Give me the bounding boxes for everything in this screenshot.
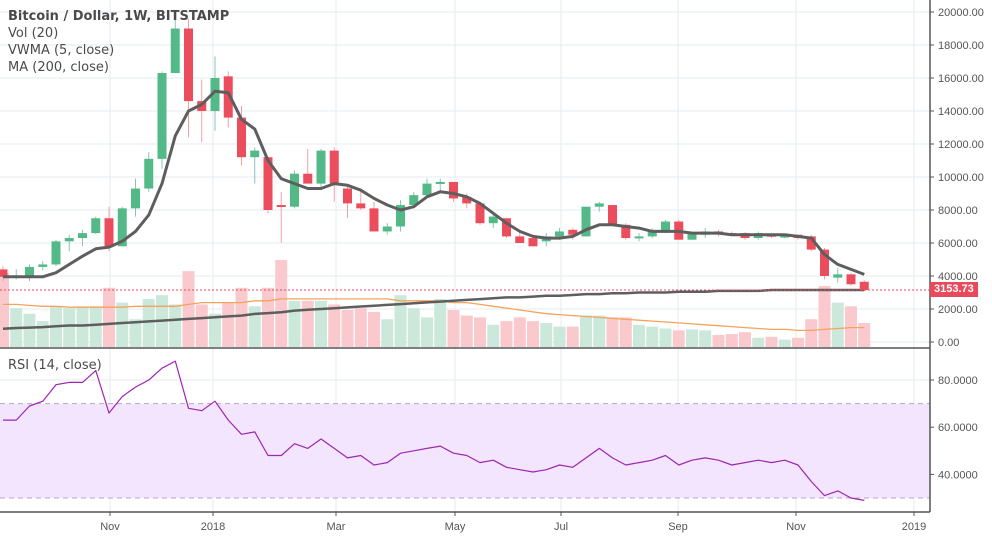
svg-text:2019: 2019 <box>902 521 926 533</box>
svg-text:16000.00: 16000.00 <box>938 73 984 85</box>
svg-text:May: May <box>445 521 466 533</box>
svg-text:20000.00: 20000.00 <box>938 7 984 19</box>
last-price-tag: 3153.73 <box>930 282 978 297</box>
volume-bars <box>0 260 871 347</box>
svg-text:0.00: 0.00 <box>938 337 959 349</box>
rsi-overbought-oversold-band <box>0 403 930 499</box>
ma200-line <box>2 288 865 331</box>
svg-text:Mar: Mar <box>327 521 346 533</box>
vwma-line <box>3 89 865 279</box>
svg-text:80.0000: 80.0000 <box>938 375 978 387</box>
svg-text:14000.00: 14000.00 <box>938 106 984 118</box>
svg-text:Jul: Jul <box>554 521 568 533</box>
legend-rsi[interactable]: RSI (14, close) <box>8 358 102 373</box>
rsi-legend: RSI (14, close) <box>8 357 102 374</box>
svg-text:18000.00: 18000.00 <box>938 40 984 52</box>
legend-volume[interactable]: Vol (20) <box>8 26 59 41</box>
svg-text:Nov: Nov <box>786 521 806 533</box>
main-legend: Bitcoin / Dollar, 1W, BITSTAMP Vol (20) … <box>8 8 229 76</box>
symbol-title[interactable]: Bitcoin / Dollar, 1W, BITSTAMP <box>8 9 230 24</box>
svg-text:2000.00: 2000.00 <box>938 304 978 316</box>
svg-text:8000.00: 8000.00 <box>938 205 978 217</box>
svg-text:40.0000: 40.0000 <box>938 469 978 481</box>
rsi-line <box>3 360 865 501</box>
legend-ma200[interactable]: MA (200, close) <box>8 60 109 75</box>
svg-text:10000.00: 10000.00 <box>938 172 984 184</box>
svg-text:60.0000: 60.0000 <box>938 422 978 434</box>
svg-text:Nov: Nov <box>100 521 120 533</box>
svg-text:Sep: Sep <box>668 521 688 533</box>
svg-text:6000.00: 6000.00 <box>938 238 978 250</box>
svg-text:2018: 2018 <box>201 521 225 533</box>
svg-text:4000.00: 4000.00 <box>938 271 978 283</box>
legend-vwma[interactable]: VWMA (5, close) <box>8 43 115 58</box>
svg-text:12000.00: 12000.00 <box>938 139 984 151</box>
